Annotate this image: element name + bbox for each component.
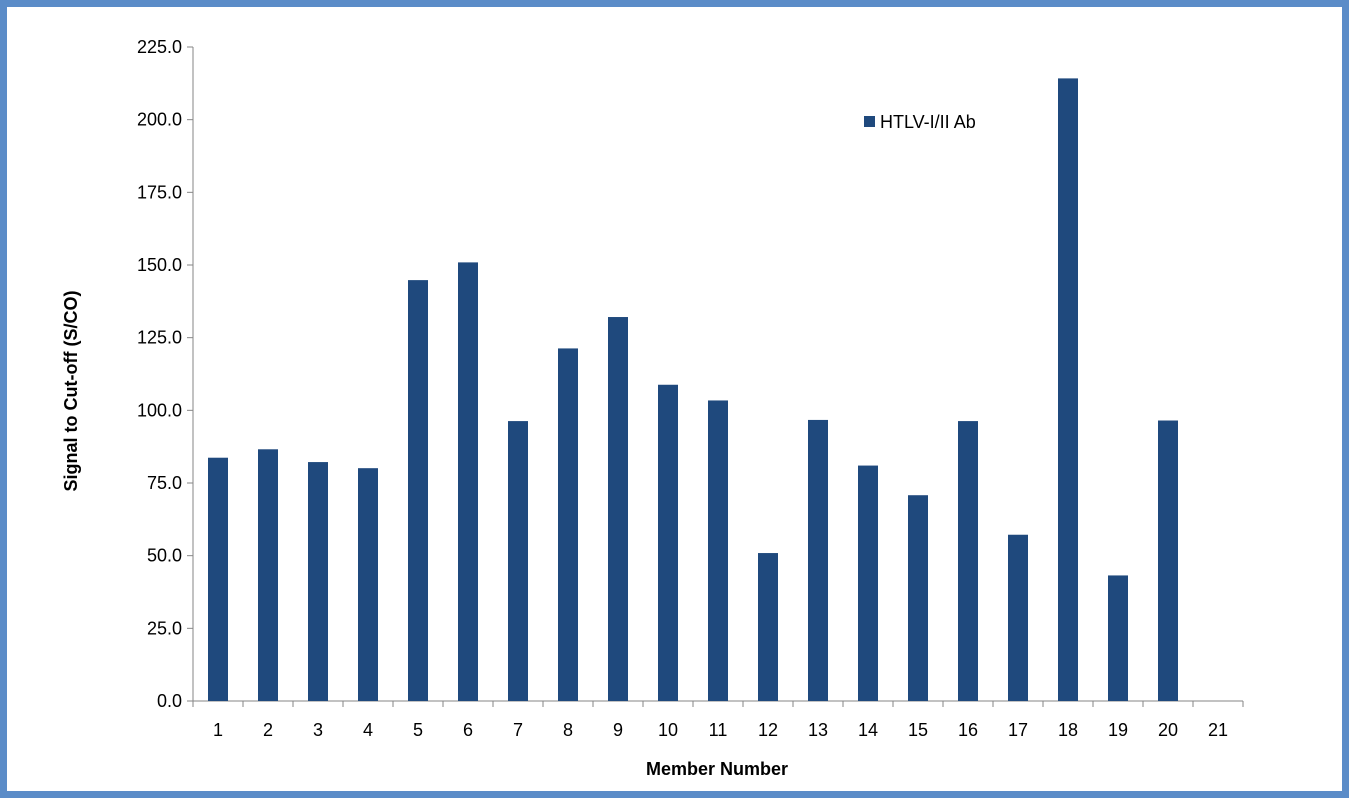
bar — [958, 421, 978, 701]
bar — [358, 468, 378, 701]
y-tick-label: 50.0 — [147, 546, 182, 566]
bar — [558, 348, 578, 701]
x-tick-label: 10 — [658, 720, 678, 740]
x-tick-label: 3 — [313, 720, 323, 740]
x-tick-label: 18 — [1058, 720, 1078, 740]
legend: HTLV-I/II Ab — [864, 112, 976, 132]
bar — [708, 400, 728, 701]
x-tick-label: 7 — [513, 720, 523, 740]
legend-swatch — [864, 116, 875, 127]
y-tick-label: 0.0 — [157, 691, 182, 711]
x-tick-label: 21 — [1208, 720, 1228, 740]
bar — [658, 384, 678, 701]
x-tick-label: 2 — [263, 720, 273, 740]
bar — [608, 317, 628, 701]
x-axis-title: Member Number — [646, 759, 788, 779]
bar — [758, 553, 778, 701]
y-tick-label: 175.0 — [137, 182, 182, 202]
x-tick-label: 8 — [563, 720, 573, 740]
x-tick-label: 11 — [709, 720, 728, 740]
bar — [1008, 534, 1028, 701]
x-tick-label: 1 — [213, 720, 223, 740]
bar — [508, 421, 528, 701]
y-tick-label: 150.0 — [137, 255, 182, 275]
x-tick-label: 17 — [1008, 720, 1028, 740]
x-axis: 1 2 3 4 5 6 7 8 9 10 11 12 13 14 15 16 17 18 19 20 21 — [192, 700, 1244, 740]
y-tick-label: 100.0 — [137, 400, 182, 420]
y-tick-label: 25.0 — [147, 618, 182, 638]
bar — [1058, 78, 1078, 702]
x-tick-label: 4 — [363, 720, 373, 740]
x-tick-label: 5 — [413, 720, 423, 740]
bar — [458, 262, 478, 701]
x-tick-label: 12 — [758, 720, 778, 740]
x-tick-label: 16 — [958, 720, 978, 740]
y-tick-label: 200.0 — [137, 110, 182, 130]
y-axis: 0.0 25.0 50.0 75.0 100.0 125.0 150.0 175.0 200.0… — [137, 37, 194, 711]
bar — [858, 465, 878, 701]
bar — [208, 457, 228, 701]
bar — [308, 462, 328, 701]
x-tick-label: 19 — [1108, 720, 1128, 740]
y-tick-label: 125.0 — [137, 328, 182, 348]
legend-label: HTLV-I/II Ab — [880, 112, 976, 132]
bar — [1158, 420, 1178, 701]
y-tick-label: 225.0 — [137, 37, 182, 57]
bar — [1108, 575, 1128, 701]
y-axis-title: Signal to Cut-off (S/CO) — [61, 291, 81, 492]
bar-series — [208, 78, 1178, 702]
x-tick-label: 6 — [463, 720, 473, 740]
bar — [258, 449, 278, 701]
bar — [908, 495, 928, 701]
x-tick-label: 20 — [1158, 720, 1178, 740]
y-tick-label: 75.0 — [147, 473, 182, 493]
x-tick-label: 9 — [613, 720, 623, 740]
x-tick-label: 14 — [858, 720, 878, 740]
bar — [808, 419, 828, 701]
x-tick-label: 15 — [908, 720, 928, 740]
x-tick-label: 13 — [808, 720, 828, 740]
bar — [408, 280, 428, 701]
